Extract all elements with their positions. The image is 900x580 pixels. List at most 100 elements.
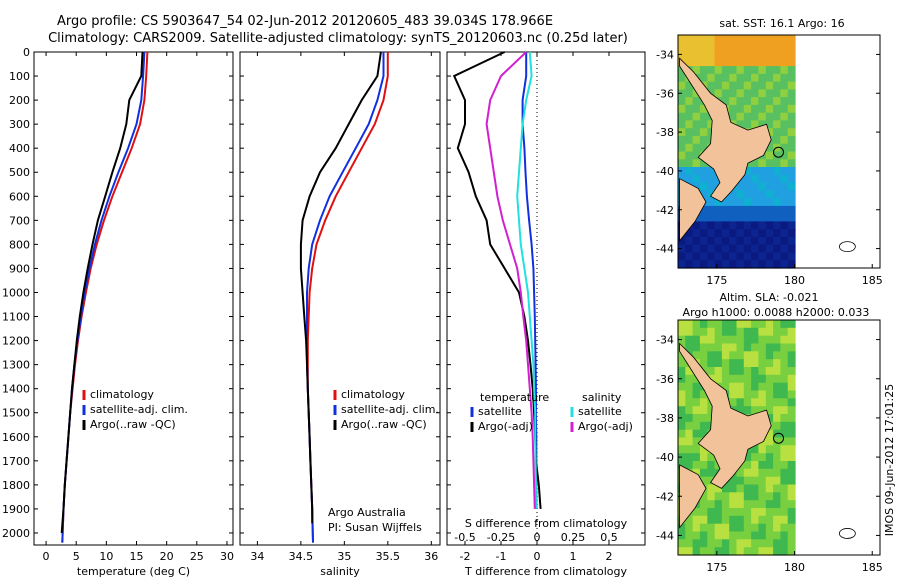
map-cell: [678, 367, 686, 376]
map-cell: [765, 50, 774, 59]
map-cell: [736, 406, 745, 415]
map-cell: [780, 476, 789, 486]
map-cell: [699, 244, 708, 254]
map-cell: [729, 236, 738, 246]
map-cell: [773, 367, 781, 376]
series-line: [60, 51, 144, 534]
map-cell: [699, 421, 708, 431]
map-cell: [780, 515, 789, 525]
map-cell: [736, 374, 745, 384]
map-cell: [773, 390, 781, 399]
map-cell: [685, 531, 694, 540]
map-cell: [743, 190, 752, 199]
map-cell: [743, 221, 752, 230]
map-cell: [678, 159, 686, 168]
map-cell: [743, 539, 752, 548]
map-cell: [714, 252, 723, 261]
top-x-tick-label: -0.5: [454, 531, 475, 544]
map-cell: [714, 221, 723, 230]
map-cell: [699, 66, 708, 75]
map-cell: [736, 539, 745, 548]
map-cell: [787, 320, 796, 329]
map-cell: [780, 437, 789, 446]
map-cell: [780, 151, 789, 160]
map-cell: [685, 367, 694, 376]
map-cell: [678, 523, 686, 533]
map-cell: [678, 236, 686, 246]
map-cell: [751, 468, 759, 478]
map-cell: [736, 359, 745, 368]
map-cell: [736, 73, 745, 83]
map-cell: [787, 531, 796, 540]
map-cell: [765, 374, 774, 384]
map-cell: [773, 492, 781, 501]
map-cell: [751, 531, 759, 540]
map-cell: [751, 508, 759, 517]
map-cell: [699, 320, 708, 329]
map-cell: [780, 382, 789, 392]
y-tick-label: -38: [656, 126, 674, 139]
x-tick-label: 0: [534, 550, 541, 563]
map-cell: [787, 367, 796, 376]
map-cell: [765, 89, 774, 98]
map-cell: [707, 213, 716, 222]
map-cell: [758, 260, 767, 269]
map-cell: [692, 136, 701, 145]
map-cell: [751, 335, 759, 345]
map-cell: [699, 445, 708, 454]
map-cell: [685, 97, 694, 106]
map-cell: [729, 229, 738, 238]
map-cell: [699, 260, 708, 269]
map-cell: [780, 429, 789, 439]
map-cell: [758, 406, 767, 415]
map-cell: [685, 327, 694, 337]
map-cell: [729, 327, 738, 337]
map-cell: [714, 73, 723, 83]
map-cell: [678, 398, 686, 407]
map-cell: [780, 461, 789, 470]
map-cell: [751, 327, 759, 337]
map-cell: [787, 547, 796, 556]
map-cell: [692, 320, 701, 329]
map-cell: [758, 351, 767, 360]
map-cell: [758, 198, 767, 207]
map-cell: [765, 515, 774, 525]
map-cell: [699, 190, 708, 199]
map-cell: [692, 167, 701, 176]
map-cell: [773, 252, 781, 261]
map-cell: [736, 523, 745, 533]
map-cell: [780, 539, 789, 548]
x-tick-label: 5: [73, 550, 80, 563]
map-cell: [721, 382, 730, 392]
map-cell: [692, 508, 701, 517]
map-cell: [743, 382, 752, 392]
map-cell: [729, 244, 738, 254]
map-cell: [765, 508, 774, 517]
map-cell: [692, 398, 701, 407]
map-cell: [787, 174, 796, 184]
map-cell: [751, 260, 759, 269]
map-cell: [692, 523, 701, 533]
map-cell: [765, 229, 774, 238]
map-cell: [707, 236, 716, 246]
map-cell: [736, 382, 745, 392]
map-cell: [707, 244, 716, 254]
map-cell: [729, 484, 738, 493]
map-cell: [765, 343, 774, 352]
map-cell: [714, 359, 723, 368]
map-cell: [780, 500, 789, 509]
map-cell: [736, 367, 745, 376]
map-cell: [780, 35, 789, 44]
map-cell: [765, 484, 774, 493]
map-cell: [692, 382, 701, 392]
plot-frame: [33, 51, 234, 546]
y-tick-label: -34: [656, 48, 674, 61]
map-cell: [780, 50, 789, 59]
map-cell: [692, 89, 701, 98]
map-cell: [729, 374, 738, 384]
map-cell: [787, 374, 796, 384]
map-cell: [751, 120, 759, 129]
map-cell: [787, 66, 796, 75]
map-cell: [787, 97, 796, 106]
map-cell: [787, 136, 796, 145]
